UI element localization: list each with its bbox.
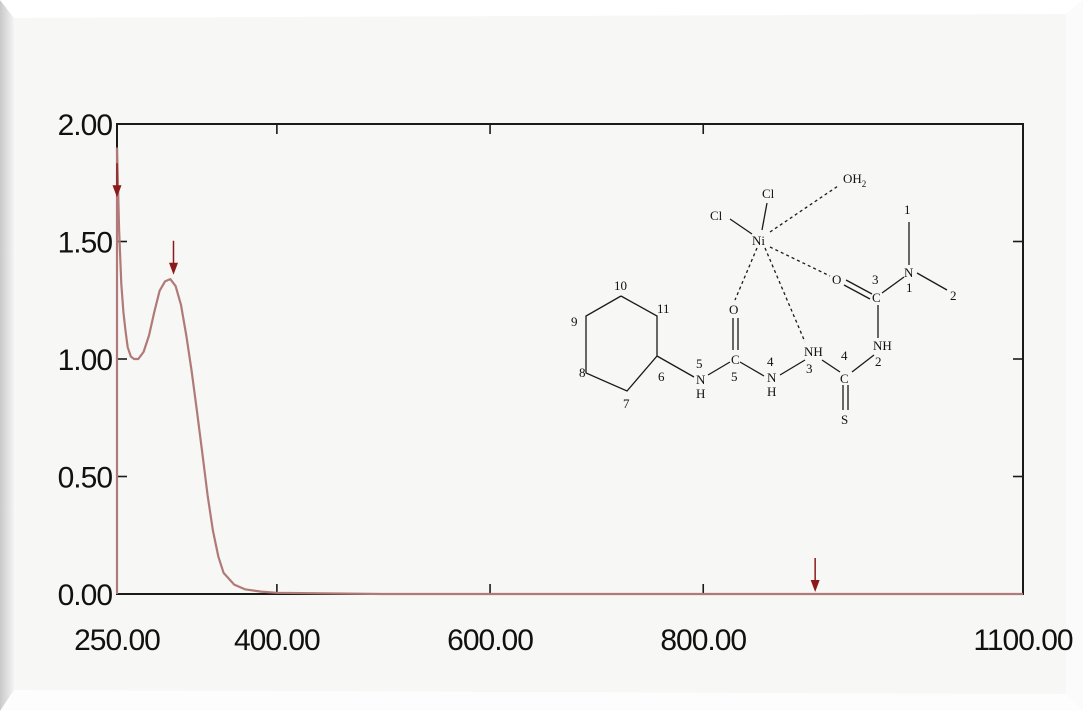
bond-c4-n2 [851, 354, 875, 373]
locant-1-n: 1 [906, 280, 913, 295]
x-tick-label: 1100.00 [973, 624, 1073, 657]
locant-2-methyl: 2 [950, 288, 957, 303]
locant-2-n: 2 [875, 354, 882, 369]
locant-8: 8 [579, 365, 586, 380]
x-tick-label: 800.00 [660, 624, 746, 657]
molecule-labels: Ni Cl Cl OH2 O O C C C N H N H NH NH N S… [571, 171, 957, 427]
y-tick-label: 1.00 [58, 344, 113, 377]
bond-n4-n3 [779, 359, 806, 376]
atom-n4-h: H [767, 384, 776, 399]
locant-5-n: 5 [696, 356, 703, 371]
cyclohexane-ring [585, 295, 658, 392]
atom-ni: Ni [752, 233, 765, 248]
y-tick-labels: 0.00 0.50 1.00 1.50 2.00 [58, 109, 114, 612]
frame-top-edge [0, 0, 1083, 18]
locant-4-c: 4 [841, 348, 848, 363]
locant-6: 6 [658, 369, 665, 384]
marker-arrow-head [810, 580, 820, 592]
bond-c5-n4 [739, 361, 765, 377]
atom-oh2: OH2 [843, 171, 866, 189]
atom-c3: C [872, 290, 881, 305]
frame-right-edge [1066, 0, 1083, 711]
locant-3-c: 3 [872, 272, 879, 287]
x-tick-label: 250.00 [74, 624, 160, 657]
atom-s: S [841, 412, 848, 427]
x-tick-label: 400.00 [234, 624, 320, 657]
locant-4-n: 4 [767, 354, 774, 369]
locant-10: 10 [614, 278, 627, 293]
coord-ni-oh2 [769, 185, 839, 233]
bond-n1-me2 [916, 272, 948, 291]
locant-7: 7 [623, 396, 630, 411]
molecule-structure [585, 185, 948, 410]
bond-ni-cl-top [761, 202, 768, 231]
marker-arrow-head [168, 262, 178, 275]
atom-n5: N [696, 372, 706, 387]
atom-nh3: NH [804, 344, 823, 359]
frame-left-shade [0, 0, 14, 711]
atom-o-left: O [729, 302, 738, 317]
locant-3-n: 3 [806, 361, 813, 376]
bond-n3-c4 [821, 359, 841, 373]
atom-n4: N [767, 370, 777, 385]
atom-n1: N [904, 265, 914, 280]
bond-c3-o-double [843, 284, 871, 300]
locant-11: 11 [657, 301, 670, 316]
atom-nh2: NH [873, 338, 892, 353]
coord-ni-o-right [769, 246, 831, 277]
y-tick-label: 2.00 [58, 109, 113, 142]
atom-c5: C [731, 352, 740, 367]
atom-n5-h: H [696, 386, 705, 401]
y-tick-label: 0.00 [58, 579, 113, 612]
coord-ni-nh3 [764, 247, 806, 343]
coordination-bonds [734, 185, 839, 343]
series-line-0 [115, 147, 1023, 596]
bond-c3-n1 [881, 276, 905, 294]
frame-bottom-edge [0, 690, 1083, 711]
x-tick-labels: 250.00 400.00 600.00 800.00 1100.00 [74, 624, 1074, 657]
marker-arrow-head [112, 185, 122, 198]
locant-1-methyl: 1 [904, 202, 911, 217]
series-layer [115, 147, 1023, 596]
y-tick-label: 0.50 [58, 462, 113, 495]
bond-c3-o [845, 279, 873, 295]
atom-cl-top: Cl [762, 186, 775, 201]
locant-9: 9 [571, 314, 578, 329]
marker-layer [112, 163, 820, 592]
x-tick-label: 600.00 [447, 624, 533, 657]
atom-c4: C [840, 371, 849, 386]
atom-cl-left: Cl [710, 208, 723, 223]
locant-5-c: 5 [731, 369, 738, 384]
bond-ni-cl-left [729, 218, 753, 235]
bond-c6-n5 [656, 355, 695, 378]
atom-o-right: O [832, 272, 841, 287]
bond-n5-c5 [707, 361, 731, 376]
y-tick-label: 1.50 [58, 227, 113, 260]
